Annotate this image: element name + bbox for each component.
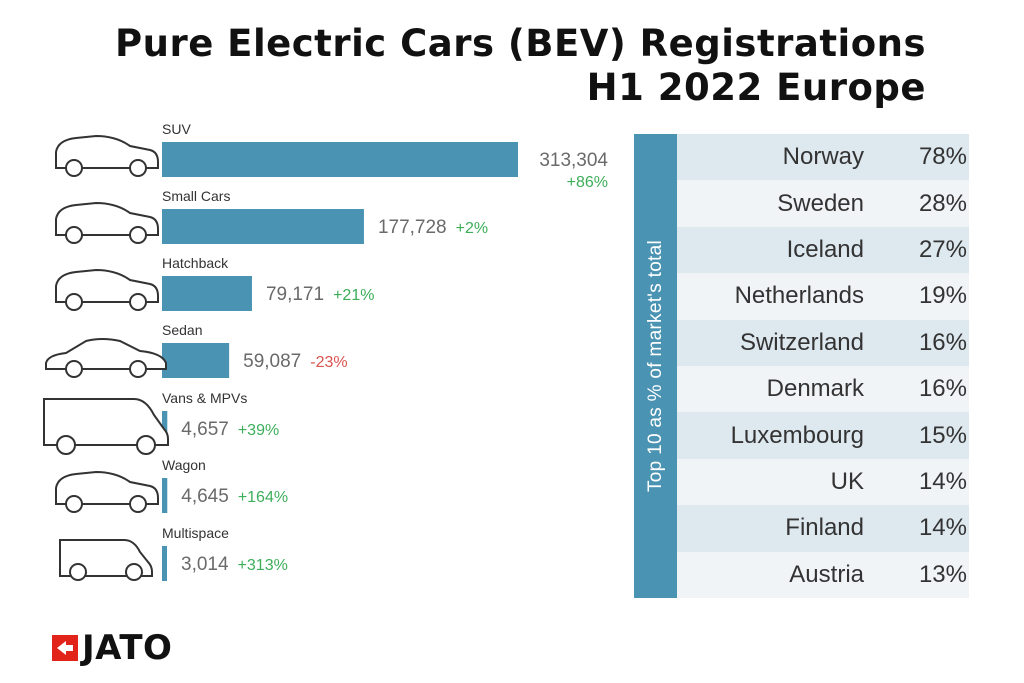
title-line-1: Pure Electric Cars (BEV) Registrations: [114, 22, 926, 65]
table-rows: Norway 78% Sweden 28% Iceland 27% Netherlands 1…: [677, 134, 969, 598]
chart-title: Pure Electric Cars (BEV) Registrations H…: [115, 22, 926, 110]
value-label-small-cars: 177,728: [378, 217, 447, 238]
country-share: 14%: [918, 514, 967, 542]
country-name: Austria: [789, 560, 864, 588]
hatchback-icon: [55, 268, 159, 311]
suv-icon: [55, 134, 159, 177]
bar-wagon: [162, 478, 168, 513]
country-share: 78%: [918, 143, 967, 171]
table-row: Sweden 28%: [677, 180, 969, 227]
country-share: 16%: [918, 328, 967, 356]
jato-logo: JATO: [52, 628, 172, 668]
change-label-multispace: +313%: [238, 557, 288, 574]
table-row: UK 14%: [677, 458, 969, 506]
wagon-icon: [55, 470, 159, 513]
small-car-icon: [55, 201, 159, 244]
change-label-hatchback: +21%: [333, 287, 374, 304]
country-name: Denmark: [766, 375, 864, 403]
country-name: Switzerland: [739, 328, 864, 356]
country-name: Luxembourg: [730, 421, 864, 449]
table-side-label: Top 10 as % of market's total: [644, 239, 666, 493]
multispace-icon: [59, 539, 153, 581]
table-row: Switzerland 16%: [677, 319, 969, 366]
country-name: Netherlands: [734, 282, 864, 310]
change-label-suv: +86%: [567, 174, 608, 191]
bar-hatchback: [162, 276, 252, 311]
country-share: 15%: [918, 421, 967, 449]
van-icon: [43, 398, 169, 455]
value-label-wagon: 4,645: [181, 486, 229, 507]
table-row: Norway 78%: [677, 134, 969, 181]
category-label-suv: SUV: [162, 121, 191, 137]
country-name: UK: [830, 467, 864, 495]
table-row: Finland 14%: [677, 505, 969, 552]
title-line-2: H1 2022 Europe: [586, 66, 926, 109]
country-name: Norway: [782, 143, 864, 171]
category-label-wagon: Wagon: [162, 457, 206, 473]
bev-bar-chart: SUV 313,304 +86% Small Cars 177,728 +2% Hatchb…: [43, 121, 608, 581]
jato-logo-text: JATO: [82, 628, 173, 668]
country-share: 19%: [918, 282, 967, 310]
value-label-multispace: 3,014: [181, 554, 229, 575]
market-share-table: Top 10 as % of market's total Norway 78% S…: [634, 134, 969, 598]
change-label-sedan: -23%: [310, 354, 347, 371]
country-share: 14%: [918, 467, 967, 495]
category-label-sedan: Sedan: [162, 322, 202, 338]
country-name: Iceland: [786, 235, 864, 263]
bar-small-cars: [162, 209, 364, 244]
sedan-icon: [45, 338, 167, 378]
change-label-small-cars: +2%: [456, 220, 488, 237]
category-label-small-cars: Small Cars: [162, 188, 230, 204]
value-label-suv: 313,304: [539, 150, 608, 171]
table-row: Denmark 16%: [677, 365, 969, 413]
table-row: Austria 13%: [677, 551, 969, 598]
country-share: 16%: [918, 375, 967, 403]
value-label-hatchback: 79,171: [266, 284, 324, 305]
country-name: Sweden: [777, 189, 864, 217]
table-side-panel: Top 10 as % of market's total: [634, 134, 677, 598]
value-label-sedan: 59,087: [243, 351, 301, 372]
bar-multispace: [162, 546, 167, 581]
value-label-vans-mpvs: 4,657: [181, 419, 229, 440]
change-label-wagon: +164%: [238, 489, 288, 506]
category-label-vans-mpvs: Vans & MPVs: [162, 390, 247, 406]
jato-logo-mark-icon: [52, 635, 78, 661]
bar-suv: [162, 142, 518, 177]
category-label-hatchback: Hatchback: [162, 255, 229, 271]
country-share: 28%: [918, 189, 967, 217]
table-row: Netherlands 19%: [677, 273, 969, 320]
country-name: Finland: [785, 514, 864, 542]
category-label-multispace: Multispace: [162, 525, 229, 541]
table-row: Luxembourg 15%: [677, 412, 969, 459]
bar-sedan: [162, 343, 230, 378]
change-label-vans-mpvs: +39%: [238, 422, 279, 439]
table-row: Iceland 27%: [677, 226, 969, 274]
country-share: 27%: [918, 235, 967, 263]
country-share: 13%: [918, 560, 967, 588]
